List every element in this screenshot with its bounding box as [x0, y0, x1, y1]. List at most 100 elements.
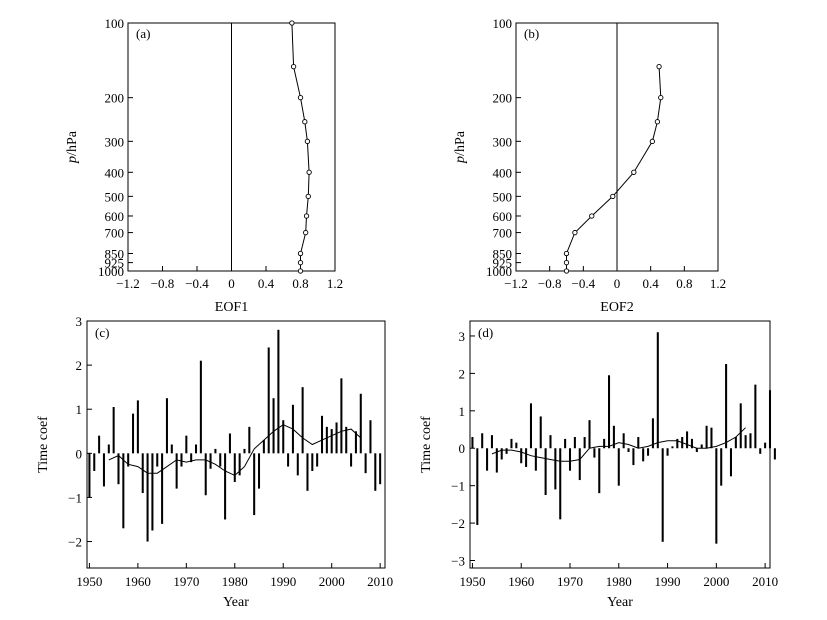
x-tick-label: 1.2 [710, 276, 726, 291]
data-point [297, 250, 304, 257]
bar [248, 426, 251, 454]
data-point [563, 259, 570, 266]
bar [515, 442, 518, 449]
bar [686, 431, 689, 449]
bar [243, 448, 246, 454]
bar [369, 420, 372, 454]
bar [316, 453, 319, 467]
bar [734, 437, 737, 449]
x-tick-label: −1.2 [116, 276, 140, 291]
x-tick-label: 1950 [459, 574, 485, 589]
bar [549, 435, 552, 449]
timeseries-panel-d: 1950 1960 1970 1980 1990 2000 2010 −3 −2 −1 0 1 2 3 (d… [419, 320, 778, 610]
bar [612, 425, 615, 449]
y-axis-label-unit: /hPa [453, 130, 468, 156]
x-tick-label: −0.8 [151, 276, 175, 291]
bar [588, 420, 591, 449]
y-tick-label: 0 [76, 446, 83, 461]
y-tick-label: 600 [493, 209, 513, 224]
y-tick-label: −3 [451, 554, 465, 569]
bar [754, 384, 757, 449]
bar [715, 448, 718, 544]
panel-label: (a) [136, 26, 150, 41]
x-tick-label: 0 [228, 276, 235, 291]
bar [505, 448, 508, 454]
data-point [649, 138, 655, 144]
bar [544, 448, 547, 496]
panel-label: (b) [524, 26, 539, 41]
bar [627, 448, 630, 452]
bar [253, 453, 256, 516]
bar [656, 332, 659, 449]
bar [180, 453, 183, 467]
bar [486, 448, 489, 471]
data-point [303, 213, 310, 219]
plot-frame [469, 320, 771, 569]
bar [608, 375, 611, 449]
bar [93, 453, 96, 471]
bar [529, 403, 532, 449]
bar [277, 329, 280, 454]
bar [354, 431, 357, 454]
data-point [631, 169, 637, 175]
bar [520, 448, 523, 464]
bar [598, 448, 601, 494]
y-tick-label: 700 [493, 226, 513, 241]
bar [700, 444, 703, 449]
bar [773, 448, 776, 460]
bar [98, 435, 101, 454]
y-axis-label-italic: p [453, 156, 468, 164]
y-tick-label: 500 [105, 189, 125, 204]
bar [219, 453, 222, 467]
x-tick-label: 2010 [752, 574, 778, 589]
bar [671, 446, 674, 449]
profile-panel-b: −1.2 −0.8 −0.4 0 0.4 0.8 1.2 100 200 300 400 500 600… [453, 16, 726, 315]
bar [729, 448, 732, 477]
data-point [304, 138, 311, 144]
bar [364, 453, 367, 474]
bar [374, 453, 377, 491]
x-axis-label: EOF1 [215, 300, 248, 315]
bar [282, 420, 285, 454]
bar [500, 448, 503, 460]
x-tick-label: 0.4 [258, 276, 275, 291]
bar [199, 360, 202, 454]
bar [224, 453, 227, 520]
y-tick-label: 500 [493, 189, 513, 204]
bar [768, 390, 772, 449]
bar [578, 448, 581, 481]
x-tick-label: 1950 [76, 574, 102, 589]
y-tick-label: 200 [105, 91, 125, 106]
data-point [656, 64, 662, 70]
panel-label: (d) [478, 325, 493, 340]
bar [127, 453, 130, 467]
y-tick-label: 1000 [98, 264, 124, 279]
bar [122, 453, 125, 529]
bar [238, 453, 241, 476]
bar [214, 448, 217, 454]
x-tick-label: 1960 [125, 574, 151, 589]
profile-line [566, 66, 662, 271]
bar [320, 415, 324, 454]
data-point [563, 268, 570, 274]
bar [170, 444, 173, 454]
bar [165, 398, 168, 454]
bar [132, 413, 135, 454]
bar [603, 438, 606, 449]
bar [228, 433, 231, 454]
data-point [610, 193, 616, 199]
y-axis-label: Time coef [419, 416, 434, 473]
y-tick-label: 850 [493, 246, 513, 261]
bar [744, 435, 747, 449]
x-tick-label: 2000 [703, 574, 729, 589]
y-tick-label: 3 [76, 314, 83, 329]
bar [311, 453, 314, 471]
smoothed-line [491, 427, 746, 462]
y-tick-label: 925 [493, 256, 513, 271]
y-axis-label: Time coef [36, 416, 51, 473]
y-axis-label-unit: /hPa [65, 130, 80, 156]
bar [136, 400, 139, 454]
bar [350, 453, 353, 467]
x-tick-label: −0.4 [185, 276, 209, 291]
